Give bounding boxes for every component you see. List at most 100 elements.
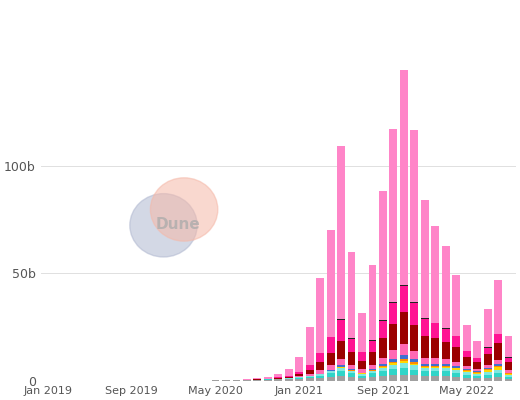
Bar xyxy=(484,354,491,365)
Bar xyxy=(421,200,428,318)
Bar xyxy=(452,347,460,362)
Bar xyxy=(452,373,460,377)
Bar xyxy=(306,327,314,366)
Bar xyxy=(316,376,324,378)
Bar xyxy=(358,313,366,352)
Bar xyxy=(358,369,366,372)
Bar xyxy=(463,372,471,374)
Bar xyxy=(400,368,408,374)
Bar xyxy=(400,363,408,368)
Bar xyxy=(222,380,230,381)
Bar xyxy=(337,368,345,371)
Bar xyxy=(410,351,418,359)
Bar xyxy=(379,338,387,358)
Bar xyxy=(389,362,397,363)
Bar xyxy=(421,319,428,336)
Bar xyxy=(285,376,293,377)
Bar xyxy=(400,286,408,312)
Bar xyxy=(400,344,408,355)
Bar xyxy=(400,374,408,381)
Bar xyxy=(389,365,397,369)
Bar xyxy=(504,373,512,374)
Bar xyxy=(389,359,397,362)
Bar xyxy=(306,366,314,370)
Bar xyxy=(504,362,512,370)
Bar xyxy=(431,323,439,338)
Bar xyxy=(431,366,439,367)
Bar xyxy=(463,370,471,371)
Bar xyxy=(494,280,502,334)
Bar xyxy=(473,371,481,372)
Bar xyxy=(452,362,460,366)
Bar xyxy=(327,366,334,370)
Bar xyxy=(379,358,387,364)
Bar xyxy=(369,370,376,371)
Bar xyxy=(494,373,502,377)
Bar xyxy=(389,363,397,365)
Bar xyxy=(400,285,408,286)
Bar xyxy=(410,362,418,364)
Bar xyxy=(327,370,334,371)
Bar xyxy=(306,376,314,377)
Bar xyxy=(379,371,387,376)
Bar xyxy=(410,375,418,381)
Bar xyxy=(473,362,481,369)
Bar xyxy=(463,369,471,370)
Bar xyxy=(337,320,345,341)
Bar xyxy=(243,379,251,380)
Bar xyxy=(348,338,356,339)
Bar xyxy=(410,325,418,351)
Bar xyxy=(400,355,408,359)
Bar xyxy=(358,361,366,369)
Bar xyxy=(316,370,324,374)
Bar xyxy=(369,365,376,369)
Bar xyxy=(295,376,303,377)
Bar xyxy=(379,191,387,320)
Bar xyxy=(442,342,450,359)
Bar xyxy=(306,374,314,376)
Bar xyxy=(410,370,418,375)
Bar xyxy=(431,364,439,366)
Bar xyxy=(295,374,303,376)
Bar xyxy=(348,369,356,370)
Bar xyxy=(452,366,460,368)
Bar xyxy=(494,334,502,343)
Bar xyxy=(484,368,491,369)
Bar xyxy=(159,380,167,381)
Bar xyxy=(327,377,334,381)
Bar xyxy=(494,343,502,360)
Bar xyxy=(327,371,334,374)
Bar xyxy=(504,374,512,375)
Bar xyxy=(389,303,397,324)
Bar xyxy=(170,380,178,381)
Bar xyxy=(452,377,460,381)
Bar xyxy=(452,275,460,336)
Bar xyxy=(348,365,356,369)
Bar xyxy=(494,366,502,367)
Bar xyxy=(421,366,428,367)
Bar xyxy=(327,352,334,366)
Bar xyxy=(358,376,366,378)
Bar xyxy=(473,376,481,378)
Bar xyxy=(316,353,324,362)
Bar xyxy=(389,324,397,350)
Bar xyxy=(337,358,345,365)
Bar xyxy=(379,376,387,381)
Bar xyxy=(369,340,376,341)
Bar xyxy=(473,341,481,358)
Bar xyxy=(431,338,439,358)
Bar xyxy=(316,278,324,353)
Bar xyxy=(379,368,387,371)
Bar xyxy=(337,341,345,358)
Bar xyxy=(494,364,502,366)
Bar xyxy=(463,351,471,357)
Bar xyxy=(442,328,450,329)
Bar xyxy=(379,321,387,338)
Bar xyxy=(337,319,345,320)
Bar xyxy=(473,378,481,381)
Bar xyxy=(348,352,356,365)
Bar xyxy=(400,312,408,344)
Bar xyxy=(463,325,471,351)
Bar xyxy=(337,365,345,367)
Bar xyxy=(484,347,491,348)
